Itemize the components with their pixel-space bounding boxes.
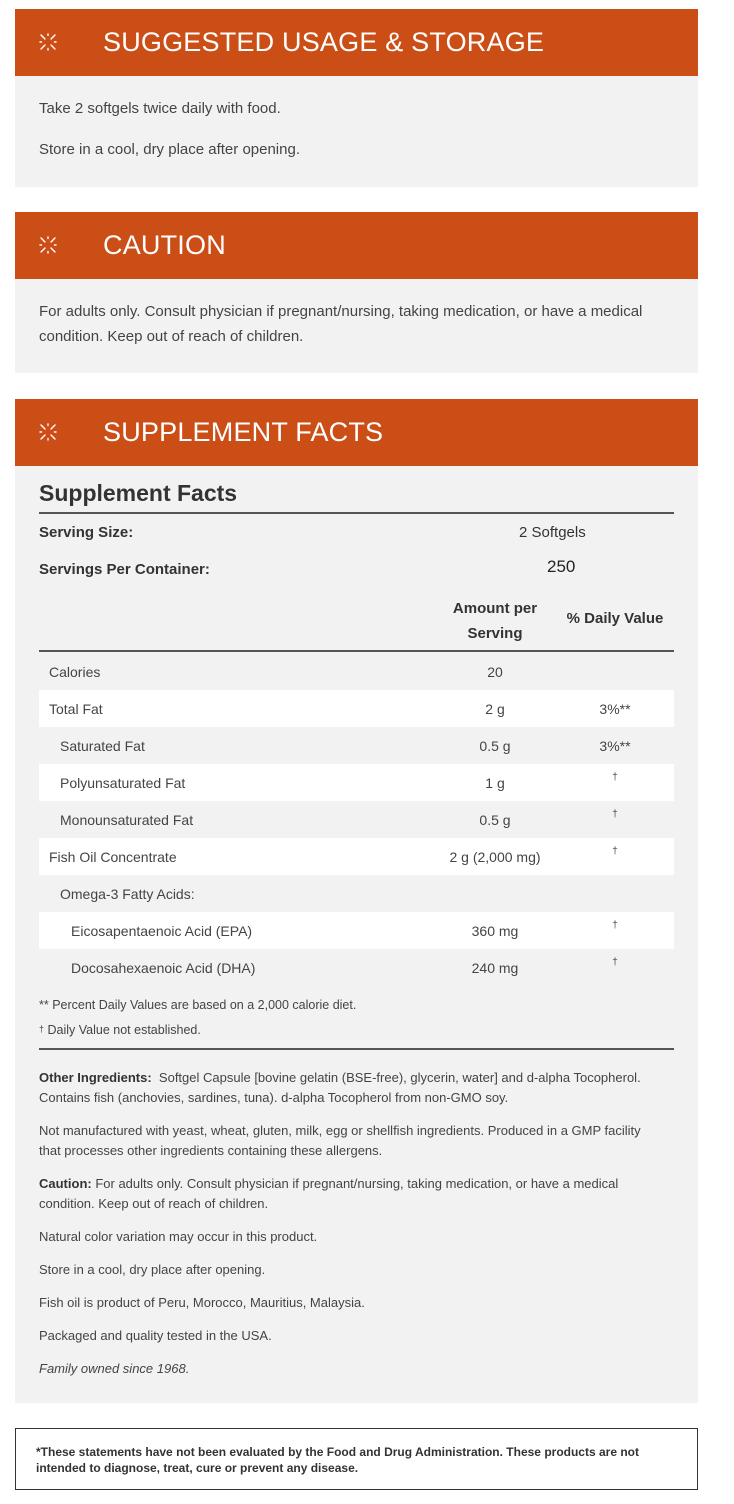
facts-heading: Supplement Facts xyxy=(39,480,238,506)
nutrient-name: Polyunsaturated Fat xyxy=(60,774,186,791)
usage-section-header[interactable]: SUGGESTED USAGE & STORAGE xyxy=(15,9,698,76)
facts-row: Fish Oil Concentrate 2 g (2,000 mg) † xyxy=(39,838,674,875)
footnote-percent: ** Percent Daily Values are based on a 2… xyxy=(39,998,357,1012)
nutrient-daily-value: † xyxy=(612,957,618,968)
facts-row: Saturated Fat 0.5 g 3%** xyxy=(39,727,674,764)
nutrient-amount: 240 mg xyxy=(471,959,519,976)
nutrient-amount: 20 xyxy=(487,663,503,680)
section-title: CAUTION xyxy=(103,230,226,260)
facts-table: Calories 20 Total Fat 2 g 3%** Saturated Fat 0… xyxy=(39,653,674,986)
caution-note-text: For adults only. Consult physician if pr… xyxy=(39,1176,619,1211)
serving-size-label: Serving Size: xyxy=(39,524,134,541)
nutrient-daily-value: † xyxy=(612,920,618,931)
storage-note: Store in a cool, dry place after opening… xyxy=(39,1262,266,1277)
dagger-symbol: † xyxy=(39,1024,45,1034)
supplement-facts-section: SUPPLEMENT FACTS Supplement Facts Servin… xyxy=(15,399,698,1403)
facts-row: Calories 20 xyxy=(39,653,674,690)
nutrient-daily-value: † xyxy=(612,772,618,783)
nutrient-amount: 0.5 g xyxy=(479,811,511,828)
allergen-note: Not manufactured with yeast, wheat, glut… xyxy=(39,1123,641,1158)
facts-section-header[interactable]: SUPPLEMENT FACTS xyxy=(15,399,698,466)
nutrient-daily-value: 3%** xyxy=(599,700,631,717)
nutrient-name: Total Fat xyxy=(49,700,103,717)
amount-header-line2: Serving xyxy=(467,625,523,642)
caution-section-header[interactable]: CAUTION xyxy=(15,212,698,279)
nutrient-daily-value: 3%** xyxy=(599,737,631,754)
nutrient-name: Fish Oil Concentrate xyxy=(49,848,177,865)
nutrient-daily-value: † xyxy=(612,809,618,820)
facts-row: Eicosapentaenoic Acid (EPA) 360 mg † xyxy=(39,912,674,949)
caution-text: For adults only. Consult physician if pr… xyxy=(39,303,643,345)
amount-header-line1: Amount per xyxy=(452,600,538,617)
servings-per-container-label: Servings Per Container: xyxy=(39,561,210,578)
nutrient-amount: 1 g xyxy=(485,774,505,791)
nutrient-name: Eicosapentaenoic Acid (EPA) xyxy=(71,922,253,939)
nutrient-daily-value: † xyxy=(612,846,618,857)
nutrient-name: Docosahexaenoic Acid (DHA) xyxy=(71,959,256,976)
dagger-text: Daily Value not established. xyxy=(47,1023,201,1037)
servings-per-container-value: 250 xyxy=(547,557,576,576)
table-top-rule xyxy=(39,650,674,652)
nutrient-name: Calories xyxy=(49,663,101,680)
color-note: Natural color variation may occur in thi… xyxy=(39,1229,318,1244)
section-title: SUGGESTED USAGE & STORAGE xyxy=(103,27,545,57)
tested-note: Packaged and quality tested in the USA. xyxy=(39,1328,272,1343)
family-note-text: Family owned since 1968. xyxy=(39,1361,190,1376)
nutrient-amount: 2 g xyxy=(485,700,505,717)
other-ingredients-label: Other Ingredients: xyxy=(39,1070,152,1085)
other-ingredients: Other Ingredients: Softgel Capsule [bovi… xyxy=(39,1068,649,1108)
footnote-rule xyxy=(39,1048,674,1050)
facts-row: Polyunsaturated Fat 1 g † xyxy=(39,764,674,801)
sparkle-icon xyxy=(39,33,57,51)
footnote-dagger: † Daily Value not established. xyxy=(39,1023,201,1037)
serving-size-value: 2 Softgels xyxy=(519,524,586,541)
origin-note: Fish oil is product of Peru, Morocco, Ma… xyxy=(39,1295,365,1310)
facts-row: Omega-3 Fatty Acids: xyxy=(39,875,674,912)
caution-body: For adults only. Consult physician if pr… xyxy=(15,279,698,349)
caution-section: CAUTION For adults only. Consult physici… xyxy=(15,212,698,373)
nutrient-name: Omega-3 Fatty Acids: xyxy=(60,885,195,902)
section-title: SUPPLEMENT FACTS xyxy=(103,417,384,447)
heading-rule xyxy=(39,512,674,514)
usage-body: Take 2 softgels twice daily with food. S… xyxy=(15,76,698,162)
caution-note: Caution: For adults only. Consult physic… xyxy=(39,1174,649,1214)
disclaimer-text: *These statements have not been evaluate… xyxy=(36,1445,639,1475)
nutrient-name: Saturated Fat xyxy=(60,737,145,754)
notes: Other Ingredients: Softgel Capsule [bovi… xyxy=(39,1068,649,1392)
daily-value-header: % Daily Value xyxy=(566,610,664,627)
amount-per-serving-header: Amount per Serving xyxy=(435,596,555,646)
sparkle-icon xyxy=(39,236,57,254)
family-note: Family owned since 1968. xyxy=(39,1359,649,1379)
fda-disclaimer: *These statements have not been evaluate… xyxy=(15,1428,698,1490)
nutrient-amount: 360 mg xyxy=(471,922,519,939)
facts-row: Docosahexaenoic Acid (DHA) 240 mg † xyxy=(39,949,674,986)
nutrient-name: Monounsaturated Fat xyxy=(60,811,194,828)
caution-note-label: Caution: xyxy=(39,1176,92,1191)
storage-line: Store in a cool, dry place after opening… xyxy=(39,141,300,158)
facts-row: Monounsaturated Fat 0.5 g † xyxy=(39,801,674,838)
nutrient-amount: 2 g (2,000 mg) xyxy=(449,848,541,865)
usage-section: SUGGESTED USAGE & STORAGE Take 2 softgel… xyxy=(15,9,698,187)
sparkle-icon xyxy=(39,423,57,441)
nutrient-amount: 0.5 g xyxy=(479,737,511,754)
usage-line: Take 2 softgels twice daily with food. xyxy=(39,100,281,117)
other-ingredients-text: Softgel Capsule [bovine gelatin (BSE-fre… xyxy=(39,1070,641,1105)
facts-row: Total Fat 2 g 3%** xyxy=(39,690,674,727)
